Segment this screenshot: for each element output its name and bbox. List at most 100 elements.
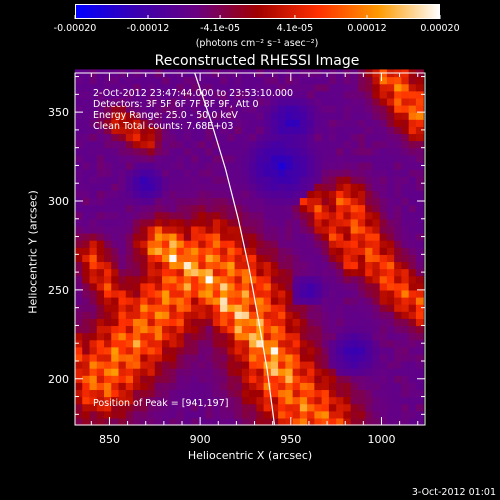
heatmap-cell bbox=[176, 289, 185, 298]
heatmap-cell bbox=[249, 140, 257, 149]
heatmap-cell bbox=[249, 197, 257, 206]
heatmap-cell bbox=[379, 211, 388, 220]
heatmap-cell bbox=[357, 368, 366, 376]
heatmap-cell bbox=[125, 133, 134, 142]
heatmap-cell bbox=[256, 225, 265, 234]
heatmap-cell bbox=[256, 261, 265, 270]
heatmap-cell bbox=[220, 410, 228, 419]
heatmap-cell bbox=[198, 346, 207, 355]
heatmap-cell bbox=[154, 112, 163, 120]
heatmap-cell bbox=[241, 240, 250, 248]
heatmap-cell bbox=[133, 126, 141, 135]
heatmap-cell bbox=[133, 119, 141, 127]
heatmap-cell bbox=[140, 318, 149, 327]
heatmap-cell bbox=[278, 140, 286, 149]
heatmap-cell bbox=[379, 417, 388, 426]
heatmap-cell bbox=[336, 161, 344, 170]
heatmap-cell bbox=[227, 176, 236, 184]
heatmap-cell bbox=[241, 396, 250, 405]
heatmap-cell bbox=[328, 275, 337, 284]
heatmap-cell bbox=[147, 126, 156, 135]
heatmap-cell bbox=[379, 176, 388, 184]
heatmap-cell bbox=[111, 261, 120, 270]
heatmap-cell bbox=[256, 254, 265, 263]
heatmap-cell bbox=[154, 268, 163, 277]
heatmap-cell bbox=[234, 119, 243, 127]
heatmap-cell bbox=[125, 318, 134, 327]
heatmap-cell bbox=[133, 161, 141, 170]
heatmap-cell bbox=[357, 240, 366, 248]
heatmap-cell bbox=[111, 169, 120, 177]
heatmap-cell bbox=[379, 396, 388, 405]
heatmap-cell bbox=[379, 119, 388, 127]
heatmap-cell bbox=[256, 233, 265, 241]
heatmap-cell bbox=[249, 247, 257, 255]
heatmap-cell bbox=[183, 147, 192, 156]
heatmap-cell bbox=[162, 346, 170, 355]
heatmap-cell bbox=[307, 361, 315, 369]
heatmap-cell bbox=[89, 76, 98, 85]
heatmap-cell bbox=[118, 183, 127, 191]
heatmap-cell bbox=[104, 247, 112, 255]
heatmap-cell bbox=[285, 289, 294, 298]
heatmap-cell bbox=[234, 247, 243, 255]
heatmap-cell bbox=[147, 83, 156, 92]
heatmap-cell bbox=[133, 225, 141, 234]
heatmap-cell bbox=[343, 176, 352, 184]
heatmap-cell bbox=[336, 247, 344, 255]
heatmap-cell bbox=[176, 261, 185, 270]
heatmap-cell bbox=[328, 311, 337, 319]
heatmap-cell bbox=[227, 261, 236, 270]
heatmap-cell bbox=[285, 147, 294, 156]
heatmap-cell bbox=[212, 311, 221, 319]
heatmap-cell bbox=[328, 289, 337, 298]
heatmap-cell bbox=[343, 97, 352, 106]
heatmap-cell bbox=[314, 289, 323, 298]
heatmap-cell bbox=[263, 275, 272, 284]
heatmap-cell bbox=[408, 176, 417, 184]
heatmap-cell bbox=[191, 76, 199, 85]
heatmap-cell bbox=[183, 233, 192, 241]
heatmap-cell bbox=[198, 126, 207, 135]
heatmap-cell bbox=[82, 417, 91, 426]
heatmap-cell bbox=[75, 154, 83, 163]
heatmap-cell bbox=[241, 105, 250, 113]
heatmap-cell bbox=[394, 83, 403, 92]
heatmap-cell bbox=[169, 325, 178, 334]
heatmap-cell bbox=[82, 289, 91, 298]
heatmap-cell bbox=[270, 154, 279, 163]
heatmap-cell bbox=[292, 119, 301, 127]
heatmap-cell bbox=[336, 140, 344, 149]
heatmap-cell bbox=[386, 183, 395, 191]
heatmap-cell bbox=[415, 76, 424, 85]
heatmap-cell bbox=[140, 240, 149, 248]
heatmap-cell bbox=[365, 318, 374, 327]
heatmap-cell bbox=[350, 368, 359, 376]
heatmap-cell bbox=[162, 268, 170, 277]
heatmap-cell bbox=[104, 304, 112, 312]
heatmap-cell bbox=[176, 218, 185, 227]
heatmap-cell bbox=[241, 133, 250, 142]
heatmap-cell bbox=[365, 346, 374, 355]
heatmap-cell bbox=[133, 254, 141, 263]
heatmap-cell bbox=[386, 211, 395, 220]
heatmap-cell bbox=[154, 389, 163, 398]
heatmap-cell bbox=[394, 403, 403, 412]
heatmap-cell bbox=[278, 97, 286, 106]
heatmap-cell bbox=[220, 332, 228, 341]
heatmap-cell bbox=[386, 368, 395, 376]
heatmap-cell bbox=[386, 154, 395, 163]
heatmap-cell bbox=[256, 346, 265, 355]
heatmap-cell bbox=[336, 197, 344, 206]
heatmap-cell bbox=[162, 318, 170, 327]
heatmap-cell bbox=[205, 76, 214, 85]
heatmap-cell bbox=[328, 261, 337, 270]
heatmap-cell bbox=[394, 154, 403, 163]
heatmap-cell bbox=[227, 268, 236, 277]
heatmap-cell bbox=[408, 403, 417, 412]
heatmap-cell bbox=[169, 318, 178, 327]
heatmap-cell bbox=[394, 339, 403, 348]
heatmap-cell bbox=[328, 325, 337, 334]
heatmap-cell bbox=[212, 83, 221, 92]
heatmap-cell bbox=[227, 339, 236, 348]
